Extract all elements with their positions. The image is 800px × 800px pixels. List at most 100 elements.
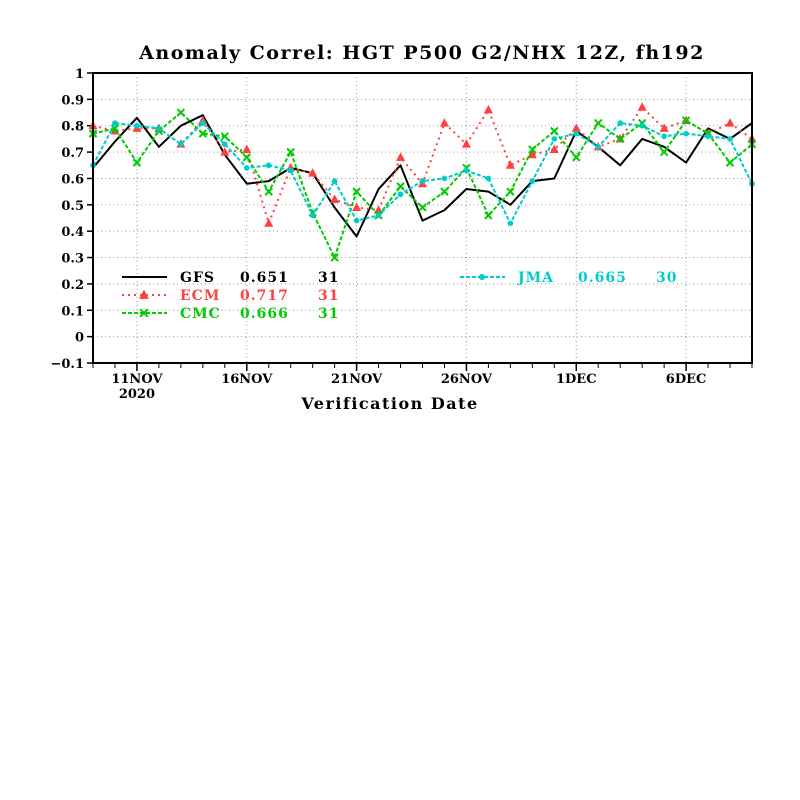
cmc-point [220, 132, 230, 141]
cmc-point-stroke [220, 132, 230, 141]
legend: GFS 0.651 31 ECM 0.717 31 CMC 0.666 31 JMA 0.665 30 [122, 270, 677, 322]
cmc-point-stroke [681, 116, 691, 125]
jma-point [222, 141, 228, 147]
cmc-point [264, 187, 273, 196]
y-tick-label: 0.6 [61, 172, 84, 187]
jma-point [727, 136, 733, 142]
jma-point [243, 165, 250, 171]
legend-item-ecm: ECM 0.717 31 [122, 288, 339, 304]
x-tick-label: 11NOV [111, 372, 163, 387]
cmc-point [176, 108, 186, 117]
legend-name: ECM [180, 288, 220, 304]
x-tick-sublabel: 2020 [119, 387, 155, 402]
jma-point [287, 167, 294, 174]
legend-count: 30 [656, 270, 677, 286]
cmc-point [330, 253, 339, 262]
cmc-point [396, 182, 405, 191]
ecm-point [659, 123, 669, 132]
cmc-point [681, 116, 691, 125]
cmc-point [139, 308, 149, 318]
y-tick-label: 0.2 [61, 278, 84, 293]
cmc-point-stroke [242, 153, 251, 162]
jma-point [200, 120, 206, 126]
y-tick-label: 0.8 [61, 120, 84, 135]
cmc-point [659, 147, 669, 157]
cmc-point [198, 129, 208, 138]
ecm-point [461, 139, 471, 148]
cmc-point [615, 134, 625, 144]
cmc-point [418, 203, 427, 212]
y-axis: −0.1 0 0.1 0.2 0.3 0.4 0.5 0.6 0.7 0.8 0.9 1 [50, 67, 93, 372]
cmc-point-stroke [352, 187, 361, 196]
jma-point [639, 122, 645, 129]
cmc-point [286, 147, 295, 157]
ecm-point [308, 168, 318, 177]
jma-point [112, 120, 118, 126]
x-tick-label: 6DEC [666, 372, 707, 387]
jma-point [478, 273, 486, 281]
legend-count: 31 [318, 270, 339, 286]
cmc-point-stroke [594, 118, 603, 128]
jma-point [485, 175, 492, 182]
jma-point [331, 178, 338, 184]
cmc-point-stroke [725, 158, 735, 167]
legend-score: 0.665 [578, 270, 627, 286]
jma-point [617, 120, 623, 126]
cmc-point-stroke [110, 124, 120, 133]
x-tick-label: 21NOV [331, 372, 383, 387]
legend-item-gfs: GFS 0.651 31 [122, 270, 339, 286]
y-tick-label: 0.7 [61, 146, 84, 161]
cmc-point [725, 158, 735, 167]
jma-point [661, 133, 667, 140]
cmc-point-stroke [396, 182, 405, 191]
ecm-point [549, 144, 559, 153]
cmc-point-stroke [330, 253, 339, 262]
legend-score: 0.651 [240, 270, 289, 286]
ecm-point [483, 104, 493, 114]
cmc-point-stroke [176, 108, 186, 117]
jma-point [265, 162, 272, 169]
cmc-point-stroke [615, 134, 625, 144]
jma-point [178, 141, 184, 147]
y-tick-label: 0.5 [61, 199, 84, 214]
jma-point [134, 122, 140, 129]
cmc-point-stroke [659, 147, 669, 157]
cmc-point-stroke [198, 129, 208, 138]
jma-point [529, 178, 536, 184]
jma-point [507, 220, 514, 227]
legend-item-cmc: CMC 0.666 31 [122, 306, 339, 322]
legend-count: 31 [318, 288, 339, 304]
legend-count: 31 [318, 306, 339, 322]
series-lines [88, 102, 757, 262]
legend-score: 0.717 [240, 288, 289, 304]
x-tick-label: 26NOV [441, 372, 493, 387]
y-tick-label: 0.4 [61, 225, 84, 240]
ecm-point [352, 202, 362, 211]
cmc-point [484, 211, 493, 220]
cmc-point-stroke [264, 187, 273, 196]
x-axis-label: Verification Date [300, 394, 478, 413]
jma-point [309, 212, 316, 219]
ecm-point [139, 289, 149, 299]
ecm-point [396, 152, 406, 161]
cmc-point [506, 187, 515, 196]
plot-frame [92, 72, 753, 364]
cmc-point-stroke [286, 147, 295, 157]
cmc-point [550, 126, 559, 136]
y-tick-label: 0.1 [61, 304, 84, 319]
legend-name: CMC [180, 306, 221, 322]
jma-point [353, 217, 360, 224]
cmc-point [132, 158, 142, 167]
cmc-point [352, 187, 361, 196]
x-tick-label: 1DEC [556, 372, 597, 387]
jma-point [705, 133, 711, 140]
jma-point [156, 125, 162, 132]
cmc-point [242, 153, 251, 162]
jma-point [551, 136, 558, 142]
legend-name: JMA [516, 270, 554, 286]
cmc-point-stroke [440, 187, 449, 196]
jma-point [683, 130, 689, 137]
chart-title: Anomaly Correl: HGT P500 G2/NHX 12Z, fh1… [138, 42, 705, 64]
